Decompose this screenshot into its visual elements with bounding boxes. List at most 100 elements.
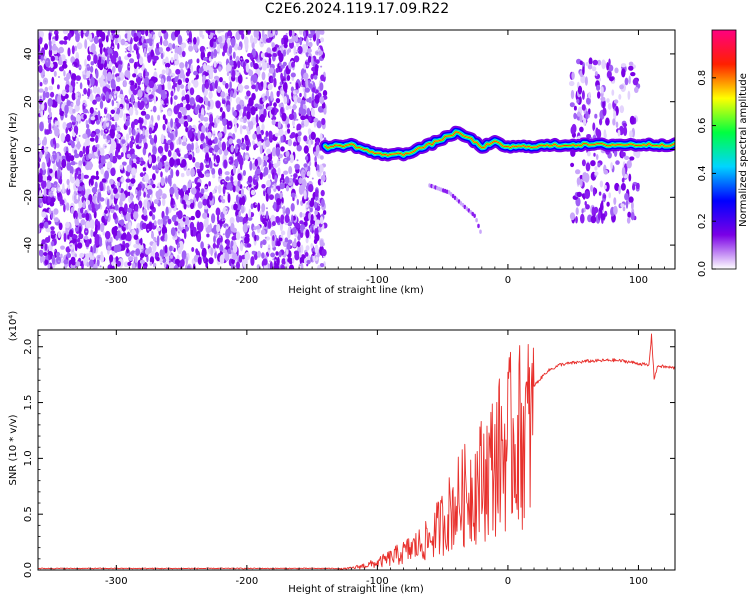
noise-blob	[165, 177, 168, 184]
noise-blob	[108, 60, 112, 68]
noise-speck	[213, 37, 216, 39]
noise-blob	[100, 129, 104, 136]
noise-blob	[313, 215, 317, 221]
noise-blob	[219, 107, 223, 113]
noise-blob	[270, 252, 275, 258]
noise-blob	[254, 158, 259, 167]
noise-speck	[264, 236, 267, 239]
noise-blob	[149, 41, 153, 47]
noise-speck	[159, 197, 162, 200]
noise-blob	[600, 96, 606, 102]
noise-blob	[311, 108, 315, 117]
weak-track-mark	[436, 186, 439, 191]
noise-blob	[580, 75, 586, 84]
noise-blob	[144, 118, 147, 126]
noise-blob	[137, 76, 141, 86]
noise-blob	[89, 137, 95, 142]
noise-speck	[48, 116, 51, 119]
x-tick-label: -100	[366, 576, 389, 587]
noise-blob	[290, 192, 296, 198]
noise-blob	[146, 193, 150, 199]
noise-blob	[207, 139, 213, 146]
noise-blob	[125, 133, 130, 141]
noise-blob	[52, 137, 56, 145]
noise-blob	[90, 43, 96, 53]
noise-speck	[228, 35, 231, 38]
noise-blob	[57, 169, 61, 180]
noise-blob	[275, 98, 281, 104]
noise-blob	[143, 208, 147, 216]
noise-blob	[313, 117, 319, 123]
noise-blob	[179, 68, 185, 79]
noise-blob	[289, 134, 295, 139]
noise-blob	[132, 158, 137, 163]
noise-blob	[230, 144, 234, 153]
noise-blob	[229, 59, 234, 66]
noise-blob	[280, 64, 285, 69]
noise-blob	[125, 120, 130, 127]
noise-blob	[583, 171, 587, 179]
noise-blob	[153, 236, 157, 242]
noise-blob	[278, 251, 282, 258]
noise-blob	[211, 213, 216, 224]
noise-speck	[228, 159, 231, 162]
noise-blob	[250, 203, 254, 210]
weak-track-mark	[467, 208, 471, 213]
noise-blob	[152, 77, 158, 83]
noise-blob	[607, 102, 612, 110]
colorbar-label: Normalized spectral amplitude	[738, 73, 749, 227]
noise-blob	[181, 50, 186, 58]
noise-blob	[594, 171, 599, 176]
noise-blob	[100, 167, 104, 175]
noise-blob	[58, 55, 62, 65]
noise-blob	[281, 258, 287, 265]
noise-speck	[83, 253, 86, 256]
noise-blob	[273, 77, 277, 88]
noise-blob	[607, 64, 614, 72]
noise-blob	[308, 96, 312, 104]
noise-blob	[227, 193, 231, 204]
noise-blob	[47, 119, 52, 124]
noise-blob	[299, 211, 303, 218]
noise-blob	[619, 105, 625, 114]
noise-blob	[620, 150, 624, 158]
noise-blob	[242, 223, 248, 233]
noise-blob	[113, 225, 118, 231]
noise-blob	[265, 210, 269, 220]
noise-blob	[599, 118, 603, 126]
noise-blob	[82, 133, 88, 139]
noise-speck	[69, 104, 72, 107]
noise-speck	[198, 120, 201, 123]
noise-blob	[217, 36, 223, 43]
y-tick-label: 20	[23, 95, 34, 108]
noise-blob	[133, 234, 139, 240]
noise-blob	[156, 42, 160, 49]
noise-blob	[316, 140, 320, 146]
noise-blob	[215, 100, 221, 109]
noise-speck	[260, 41, 263, 44]
noise-blob	[203, 63, 207, 71]
noise-blob	[53, 217, 59, 223]
noise-blob	[201, 83, 205, 93]
noise-blob	[584, 201, 587, 206]
noise-blob	[247, 216, 253, 221]
x-tick-label: -200	[236, 275, 259, 286]
noise-speck	[213, 133, 216, 136]
noise-blob	[288, 30, 293, 37]
noise-blob	[255, 235, 260, 241]
noise-speck	[206, 47, 209, 49]
noise-blob	[233, 117, 238, 125]
noise-blob	[293, 141, 297, 147]
noise-speck	[85, 78, 88, 80]
noise-blob	[161, 78, 164, 86]
noise-blob	[260, 229, 266, 235]
noise-speck	[320, 65, 323, 68]
noise-blob	[78, 160, 83, 166]
noise-speck	[56, 125, 59, 127]
noise-blob	[233, 110, 237, 117]
noise-blob	[297, 45, 303, 55]
noise-speck	[113, 182, 116, 185]
noise-blob	[239, 160, 243, 171]
noise-blob	[135, 109, 139, 116]
